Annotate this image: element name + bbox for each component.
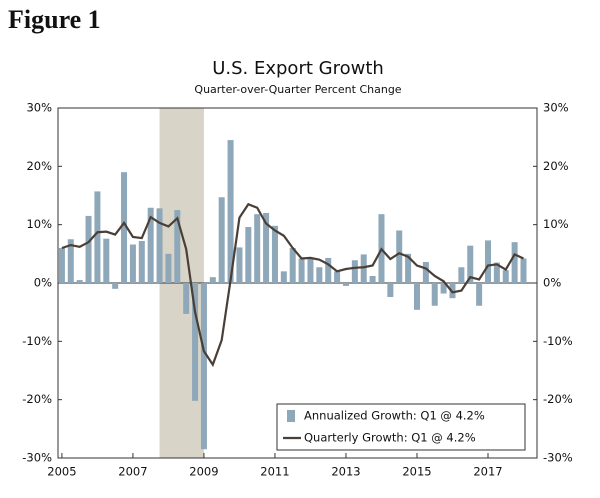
- bar: [129, 244, 136, 283]
- bar: [76, 280, 83, 283]
- y-tick-label: 10%: [26, 217, 52, 231]
- y-tick-label: 0%: [34, 276, 52, 290]
- x-tick-label: 2013: [331, 465, 360, 479]
- bar: [502, 270, 509, 283]
- y2-tick-label: -30%: [543, 451, 573, 465]
- bar: [121, 172, 128, 283]
- x-tick-label: 2017: [473, 465, 502, 479]
- bar: [325, 257, 332, 283]
- bar: [405, 253, 412, 283]
- bar: [85, 215, 92, 283]
- bar: [183, 283, 190, 314]
- bar: [396, 230, 403, 283]
- y2-tick-label: -20%: [543, 392, 573, 406]
- bar: [271, 225, 278, 283]
- bar: [484, 240, 491, 283]
- bar: [458, 267, 465, 283]
- y-tick-label: 30%: [26, 101, 52, 115]
- bar: [236, 247, 243, 283]
- bar: [263, 213, 270, 283]
- y2-tick-label: -10%: [543, 334, 573, 348]
- bar: [192, 283, 199, 401]
- bar: [413, 283, 420, 310]
- bar: [67, 239, 74, 283]
- bar: [254, 214, 261, 283]
- legend-label: Quarterly Growth: Q1 @ 4.2%: [304, 431, 476, 445]
- y-tick-label: -20%: [22, 392, 52, 406]
- bar: [422, 262, 429, 283]
- bar: [218, 197, 225, 283]
- bar: [138, 241, 145, 283]
- y2-tick-label: 20%: [543, 159, 569, 173]
- y-tick-label: 20%: [26, 159, 52, 173]
- x-tick-label: 2007: [118, 465, 147, 479]
- bar: [351, 260, 358, 283]
- bar: [209, 277, 216, 283]
- bar: [369, 276, 376, 283]
- bar: [165, 253, 172, 283]
- bar: [342, 283, 349, 286]
- bar: [520, 258, 527, 283]
- bar: [493, 262, 500, 283]
- bar: [316, 267, 323, 283]
- legend-swatch: [287, 410, 295, 422]
- bar: [103, 238, 110, 283]
- legend-label: Annualized Growth: Q1 @ 4.2%: [304, 409, 485, 423]
- y-tick-label: -10%: [22, 334, 52, 348]
- chart-subtitle: Quarter-over-Quarter Percent Change: [194, 83, 401, 96]
- y2-tick-label: 10%: [543, 217, 569, 231]
- bar: [511, 242, 518, 283]
- bar: [307, 257, 314, 283]
- bar: [156, 208, 163, 283]
- bar: [289, 248, 296, 283]
- x-tick-label: 2009: [189, 465, 218, 479]
- bar: [298, 258, 305, 283]
- y2-tick-label: 0%: [543, 276, 561, 290]
- chart-title: U.S. Export Growth: [212, 58, 384, 79]
- y-tick-label: -30%: [22, 451, 52, 465]
- x-tick-label: 2015: [402, 465, 431, 479]
- bar: [94, 191, 101, 283]
- bar: [58, 248, 65, 283]
- bar: [245, 227, 252, 283]
- plot-frame: [57, 107, 538, 459]
- bar: [431, 283, 438, 306]
- bar: [440, 283, 447, 294]
- figure-heading: Figure 1: [8, 5, 101, 34]
- bar: [387, 283, 394, 297]
- bar: [147, 207, 154, 283]
- bar: [227, 140, 234, 283]
- line: [61, 202, 524, 368]
- bar: [200, 283, 207, 450]
- bar: [476, 283, 483, 306]
- bar: [112, 283, 119, 289]
- y2-tick-label: 30%: [543, 101, 569, 115]
- bar: [280, 271, 287, 283]
- x-tick-label: 2005: [47, 465, 76, 479]
- bar: [174, 210, 181, 283]
- legend-box: [276, 403, 526, 451]
- bar: [467, 245, 474, 283]
- bar: [360, 254, 367, 283]
- bar: [334, 271, 341, 283]
- x-tick-label: 2011: [260, 465, 289, 479]
